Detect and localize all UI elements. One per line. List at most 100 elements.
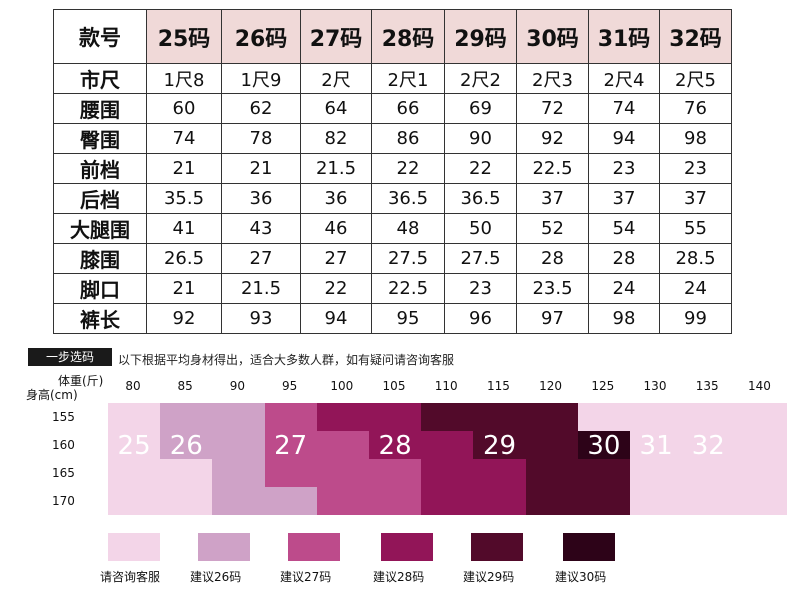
measurement-value: 93 xyxy=(221,303,301,334)
height-axis-label: 身高(cm) xyxy=(26,388,78,402)
grid-cell xyxy=(734,459,788,487)
grid-cell xyxy=(264,403,318,431)
measurement-value: 86 xyxy=(371,123,445,154)
weight-tick: 100 xyxy=(330,379,354,393)
size-number: 30 xyxy=(587,431,621,461)
grid-cell xyxy=(630,431,683,459)
grid-cell xyxy=(108,459,161,487)
measurement-value: 2尺1 xyxy=(371,63,445,94)
measurement-label: 臀围 xyxy=(53,123,147,154)
grid-cell xyxy=(264,459,318,487)
measurement-value: 28 xyxy=(588,243,660,274)
measurement-value: 94 xyxy=(588,123,660,154)
measurement-value: 1尺9 xyxy=(221,63,301,94)
measurement-row: 大腿围 41 43 46 48 50 52 54 55 xyxy=(53,213,732,244)
grid-cell xyxy=(682,487,735,515)
grid-cell xyxy=(473,459,527,487)
grid-cell xyxy=(369,459,422,487)
measurement-value: 54 xyxy=(588,213,660,244)
measurement-value: 21 xyxy=(146,153,222,184)
measurement-value: 74 xyxy=(588,93,660,124)
measurement-value: 95 xyxy=(371,303,445,334)
legend-label: 建议27码 xyxy=(280,570,332,584)
measurement-value: 92 xyxy=(516,123,589,154)
legend-label: 建议30码 xyxy=(555,570,607,584)
grid-cell xyxy=(316,459,370,487)
grid-cell xyxy=(525,431,579,459)
measurement-value: 21.5 xyxy=(300,153,372,184)
grid-cell xyxy=(630,459,683,487)
grid-cell xyxy=(264,431,318,459)
measurement-value: 72 xyxy=(516,93,589,124)
grid-cell xyxy=(316,431,370,459)
grid-cell xyxy=(525,487,579,515)
size-header-cell: 32码 xyxy=(659,9,732,64)
measurement-value: 90 xyxy=(444,123,517,154)
measurement-value: 2尺3 xyxy=(516,63,589,94)
measurement-value: 28.5 xyxy=(659,243,732,274)
measurement-value: 76 xyxy=(659,93,732,124)
measurement-value: 41 xyxy=(146,213,222,244)
step-label: 一步选码 xyxy=(28,348,112,366)
measurement-value: 21 xyxy=(221,153,301,184)
weight-tick: 110 xyxy=(434,379,458,393)
size-number: 29 xyxy=(482,431,517,461)
weight-tick: 140 xyxy=(747,379,771,393)
weight-tick: 85 xyxy=(177,379,193,393)
grid-cell xyxy=(108,431,161,459)
weight-tick: 135 xyxy=(695,379,719,393)
measurement-value: 50 xyxy=(444,213,517,244)
legend-swatch xyxy=(471,533,523,561)
intro-text: 以下根据平均身材得出，适合大多数人群，如有疑问请咨询客服 xyxy=(118,353,455,367)
measurement-value: 23 xyxy=(588,153,660,184)
measurement-value: 60 xyxy=(146,93,222,124)
grid-cell xyxy=(682,459,735,487)
size-header-cell: 26码 xyxy=(221,9,301,64)
grid-cell xyxy=(734,403,788,431)
measurement-value: 2尺 xyxy=(300,63,372,94)
grid-cell xyxy=(630,487,683,515)
measurement-value: 24 xyxy=(659,273,732,304)
measurement-value: 36 xyxy=(300,183,372,214)
grid-cell xyxy=(369,403,422,431)
grid-cell xyxy=(160,487,213,515)
measurement-value: 22 xyxy=(300,273,372,304)
weight-tick: 105 xyxy=(382,379,406,393)
weight-tick: 120 xyxy=(539,379,563,393)
height-tick: 170 xyxy=(52,494,75,508)
measurement-value: 96 xyxy=(444,303,517,334)
grid-cell xyxy=(421,403,474,431)
grid-cell xyxy=(577,459,631,487)
grid-cell xyxy=(316,487,370,515)
size-header-cell: 25码 xyxy=(146,9,222,64)
grid-cell xyxy=(369,487,422,515)
measurement-row: 臀围 74 78 82 86 90 92 94 98 xyxy=(53,123,732,154)
grid-cell xyxy=(160,403,213,431)
measurement-value: 2尺2 xyxy=(444,63,517,94)
measurement-value: 43 xyxy=(221,213,301,244)
grid-cell xyxy=(525,459,579,487)
measurement-value: 27 xyxy=(300,243,372,274)
measurement-value: 22 xyxy=(371,153,445,184)
size-table: 款号 25码 26码 27码 28码 29码 30码 31码 32码 市尺 1尺8… xyxy=(53,9,732,334)
height-tick: 160 xyxy=(52,438,75,452)
measurement-value: 21 xyxy=(146,273,222,304)
measurement-value: 97 xyxy=(516,303,589,334)
grid-cell xyxy=(160,459,213,487)
weight-tick: 80 xyxy=(125,379,141,393)
legend-label: 请咨询客服 xyxy=(100,570,161,584)
measurement-value: 78 xyxy=(221,123,301,154)
weight-tick: 125 xyxy=(591,379,615,393)
measurement-value: 48 xyxy=(371,213,445,244)
measurement-value: 26.5 xyxy=(146,243,222,274)
grid-cell xyxy=(473,487,527,515)
measurement-value: 28 xyxy=(516,243,589,274)
measurement-value: 98 xyxy=(659,123,732,154)
grid-cell xyxy=(577,403,631,431)
legend-swatch xyxy=(381,533,433,561)
measurement-label: 后档 xyxy=(53,183,147,214)
measurement-value: 22 xyxy=(444,153,517,184)
size-header-cell: 28码 xyxy=(371,9,445,64)
measurement-label: 裤长 xyxy=(53,303,147,334)
grid-cell xyxy=(734,487,788,515)
